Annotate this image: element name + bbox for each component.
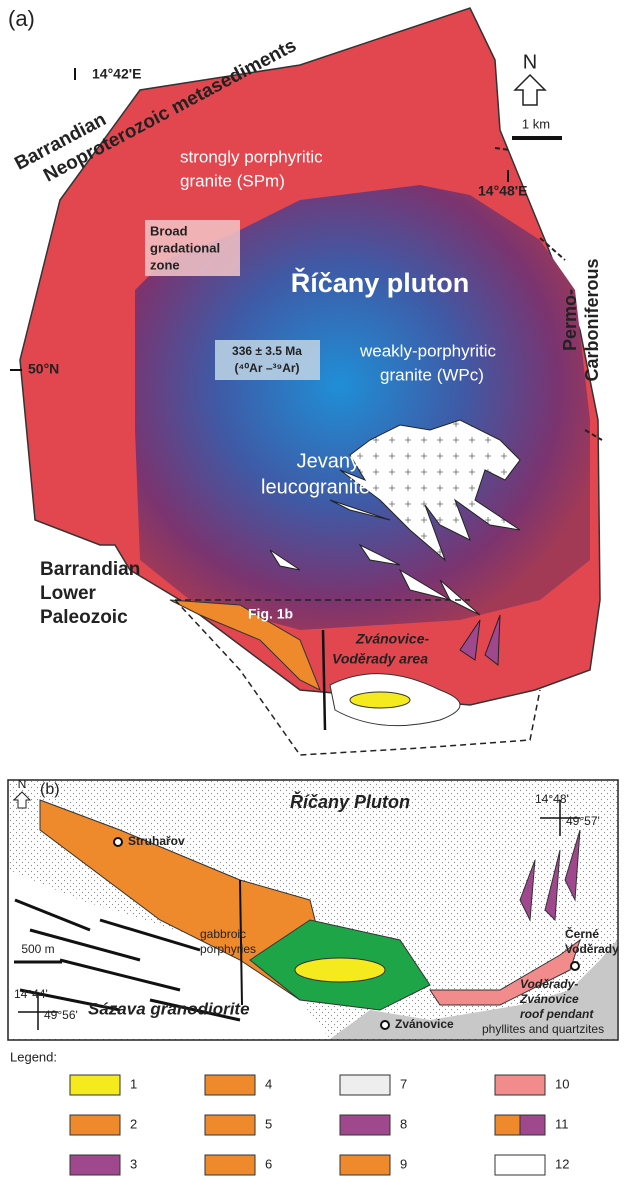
area-label: Zvánovice- <box>355 631 429 647</box>
legend-label: 1 <box>130 1076 137 1091</box>
legend-swatch <box>205 1115 255 1135</box>
legend-swatch <box>70 1155 120 1175</box>
pluton-name: Říčany Pluton <box>290 791 410 812</box>
legend-label: 4 <box>265 1076 272 1091</box>
legend-swatch <box>495 1075 545 1095</box>
lat: 50°N <box>28 361 59 377</box>
panel-label: (a) <box>8 6 35 31</box>
legend-label: 11 <box>555 1116 569 1131</box>
age-label: (⁴⁰Ar –³⁹Ar) <box>234 361 299 375</box>
panel-a: (a) N 1 km 14°42'E 14°48'E 50°N Barrandi… <box>8 6 602 755</box>
unit-label: leucogranite <box>261 476 370 498</box>
legend-label: 6 <box>265 1156 272 1171</box>
legend-swatch <box>340 1075 390 1095</box>
legend-label: 3 <box>130 1156 137 1171</box>
village-label: Černé <box>565 926 599 941</box>
area-label: Voděrady area <box>332 651 428 667</box>
village <box>114 838 122 846</box>
unit-label: gabbroic <box>200 927 246 941</box>
unit-label: granite (SPm) <box>180 171 285 190</box>
zone-label: zone <box>150 257 180 272</box>
figure: (a) N 1 km 14°42'E 14°48'E 50°N Barrandi… <box>0 0 624 1193</box>
coord-label: 49°56' <box>44 1008 78 1022</box>
panel-b: N (b) Říčany Pluton Struhařov 14°48' 49°… <box>8 777 619 1040</box>
legend-label: 12 <box>555 1156 569 1171</box>
legend-label: 9 <box>400 1156 407 1171</box>
legend-label: 7 <box>400 1076 407 1091</box>
village-label: Voděrady <box>565 942 619 956</box>
legend-swatch <box>70 1075 120 1095</box>
scale-label: 500 m <box>21 942 54 956</box>
legend-label: 10 <box>555 1076 569 1091</box>
quartzite-lens <box>350 692 410 708</box>
north-label: N <box>18 777 27 791</box>
legend-label: 5 <box>265 1116 272 1131</box>
lon-west: 14°42'E <box>92 66 141 82</box>
village-label: Struhařov <box>128 834 185 848</box>
unit-label: Zvánovice <box>519 992 579 1006</box>
coord-label: 14°44' <box>14 987 48 1001</box>
unit-label: roof pendant <box>520 1007 594 1021</box>
coord-label: 14°48' <box>535 792 569 806</box>
north-arrow <box>515 75 545 105</box>
legend-title: Legend: <box>10 1049 57 1064</box>
legend-swatch <box>70 1115 120 1135</box>
legend-label: 8 <box>400 1116 407 1131</box>
scale-label: 1 km <box>522 116 550 131</box>
legend-swatch <box>520 1115 545 1135</box>
unit-label: Voděrady- <box>520 977 578 991</box>
unit-label: weakly-porphyritic <box>359 341 497 360</box>
region-label: Barrandian <box>40 559 140 580</box>
unit-label: granite (WPc) <box>380 365 484 384</box>
zone-label: Broad <box>150 223 188 238</box>
panel-label: (b) <box>40 781 60 798</box>
unit-label: porphyries <box>200 942 256 956</box>
legend-swatch <box>205 1155 255 1175</box>
village-label: Zvánovice <box>395 1017 454 1031</box>
north-label: N <box>523 51 537 73</box>
age-label: 336 ± 3.5 Ma <box>232 344 302 358</box>
unit-label: Sázava granodiorite <box>88 999 250 1018</box>
legend-swatch <box>340 1115 390 1135</box>
legend-swatch <box>205 1075 255 1095</box>
pluton-name: Říčany pluton <box>291 267 470 298</box>
zone-label: gradational <box>150 240 220 255</box>
fig-ref: Fig. 1b <box>248 606 293 622</box>
region-label: Lower <box>40 583 97 604</box>
quartzite-lens <box>295 958 385 982</box>
region-label: Permo- <box>560 289 580 351</box>
village <box>381 1021 389 1029</box>
unit-label: phyllites and quartzites <box>482 1022 604 1036</box>
legend-swatch <box>495 1155 545 1175</box>
region-label: Paleozoic <box>40 607 128 628</box>
lon-east: 14°48'E <box>478 183 527 199</box>
unit-label: Jevany <box>297 450 360 472</box>
legend-swatch <box>340 1155 390 1175</box>
legend-label: 2 <box>130 1116 137 1131</box>
unit-label: strongly porphyritic <box>180 147 323 166</box>
village <box>571 962 579 970</box>
region-label: Carboniferous <box>582 258 602 381</box>
coord-label: 49°57' <box>566 814 600 828</box>
